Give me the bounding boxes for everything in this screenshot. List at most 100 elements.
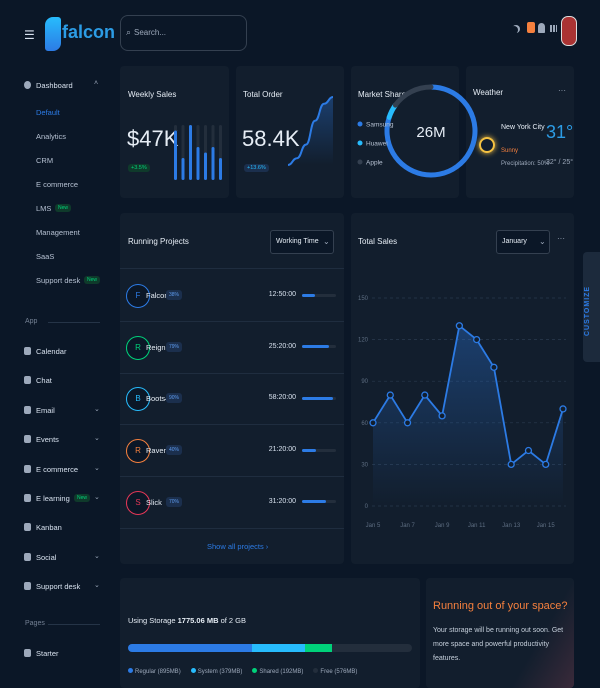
legend-label: System (379MB)	[197, 669, 243, 675]
project-name[interactable]: Reign	[146, 342, 166, 352]
nav-item[interactable]: LMS	[36, 204, 52, 213]
nav-item[interactable]: Calendar	[36, 347, 67, 356]
project-name[interactable]: Boots4	[146, 394, 170, 404]
project-name[interactable]: Falcon	[146, 291, 169, 300]
logo-icon	[45, 17, 61, 51]
card-title: Running Projects	[128, 237, 189, 246]
nav-icon	[24, 552, 31, 561]
nav-badge: New	[74, 494, 91, 502]
storage-segment	[305, 644, 332, 652]
more-button[interactable]: ···	[557, 234, 565, 243]
brand[interactable]: falcon	[62, 22, 116, 42]
card-title: Weekly Sales	[128, 90, 177, 99]
promo-text: Your storage will be running out soon. G…	[433, 627, 564, 662]
city: New York City	[501, 124, 545, 131]
row-divider	[120, 424, 344, 426]
avatar: R	[126, 439, 150, 464]
notification-icon[interactable]	[538, 23, 545, 33]
nav-item[interactable]: Default	[36, 108, 60, 117]
project-time: 21:20:00	[268, 446, 296, 454]
project-name[interactable]: Slick	[146, 497, 162, 507]
nav-item[interactable]: SaaS	[36, 252, 55, 261]
precipitation: Precipitation: 50%	[501, 161, 550, 167]
avatar[interactable]	[561, 16, 577, 46]
nav-item[interactable]: Kanban	[36, 523, 62, 533]
search-box[interactable]: ⌕ Search...	[120, 15, 247, 51]
promo-title: Running out of your space?	[433, 600, 568, 612]
apps-icon[interactable]	[550, 25, 557, 32]
nav-chevron[interactable]: ⌄	[94, 552, 100, 560]
project-time: 31:20:00	[268, 497, 296, 505]
nav-chevron[interactable]: ⌄	[94, 494, 100, 501]
theme-toggle[interactable]	[510, 26, 518, 34]
nav-item[interactable]: Support desk	[36, 276, 81, 285]
legend-item: Free (576MB)	[313, 668, 357, 675]
total-order-card: Total Order 58.4K +13.6%	[236, 66, 344, 198]
nav-item[interactable]: E commerce	[36, 180, 79, 189]
temperature-range: 32° / 25°	[546, 159, 574, 166]
filter-select[interactable]: Working Time ⌄	[270, 230, 334, 254]
storage-segment	[331, 644, 412, 652]
project-time: 12:50:00	[268, 291, 296, 298]
nav-item[interactable]: Starter	[36, 648, 59, 658]
nav-item[interactable]: E commerce	[36, 464, 79, 474]
row-divider	[120, 527, 344, 529]
storage-title: Using Storage	[128, 616, 176, 625]
menu-toggle[interactable]: ☰	[24, 28, 35, 42]
market-share-card: Market Share	[351, 66, 459, 198]
temperature: 31°	[546, 122, 574, 142]
nav-item[interactable]: Events	[36, 435, 59, 445]
filter-label: Working Time	[276, 238, 319, 245]
card-title: Total Sales	[358, 237, 398, 246]
storage-bar	[128, 644, 412, 652]
condition: Sunny	[501, 148, 519, 154]
nav-item[interactable]: CRM	[36, 156, 54, 165]
chevron: ⌄	[539, 237, 546, 246]
nav-item[interactable]: Email	[36, 405, 55, 415]
customize-tab[interactable]: CUSTOMIZE	[583, 252, 600, 362]
nav-group[interactable]: Dashboard	[36, 81, 73, 90]
nav-icon	[24, 435, 31, 444]
nav-item[interactable]: Management	[36, 228, 80, 237]
progress-bar	[302, 500, 326, 504]
nav-chevron[interactable]: ⌄	[94, 435, 100, 443]
filter-select[interactable]: January ⌄	[496, 230, 550, 254]
row-divider	[120, 321, 344, 322]
storage-used: 1775.06 MB	[177, 616, 219, 625]
sun-icon	[479, 137, 495, 153]
project-name[interactable]: Raven	[146, 446, 168, 456]
nav-item[interactable]: Chat	[36, 376, 52, 386]
storage-label: Using Storage 1775.06 MB of 2 GB	[128, 616, 246, 625]
change-badge: +13.6%	[244, 164, 269, 172]
nav-chevron[interactable]: ⌄	[94, 464, 100, 472]
card-title: Total Order	[243, 90, 283, 99]
nav-icon	[24, 347, 31, 355]
nav-item[interactable]: Social	[36, 552, 57, 562]
progress-bar	[302, 396, 333, 400]
cart-icon[interactable]	[527, 22, 535, 33]
show-all-link[interactable]: Show all projects ›	[207, 542, 269, 551]
nav-chevron[interactable]: ⌄	[94, 405, 100, 413]
card-value: 58.4K	[242, 126, 300, 151]
card-title: Weather	[473, 88, 504, 97]
more-button[interactable]: ···	[558, 86, 566, 95]
storage-segment	[252, 644, 306, 652]
nav-item[interactable]: E learning	[36, 494, 70, 503]
storage-legend: Regular (895MB) System (379MB) Shared (192…	[128, 668, 357, 675]
divider	[120, 268, 344, 269]
nav-item[interactable]: Support desk	[36, 582, 81, 592]
search-icon: ⌕	[126, 27, 132, 37]
avatar: B	[126, 387, 150, 412]
section-title: Pages	[25, 619, 45, 627]
section-line	[48, 322, 100, 323]
storage-card: Using Storage 1775.06 MB of 2 GB Regular…	[120, 578, 420, 688]
nav-chevron[interactable]: ⌄	[94, 582, 100, 590]
storage-segment	[128, 644, 253, 652]
nav-chevron[interactable]: ˄	[94, 80, 99, 87]
section-title: App	[25, 318, 38, 325]
nav-item[interactable]: Analytics	[36, 132, 67, 141]
legend-item: Regular (895MB)	[128, 668, 181, 675]
progress-bar	[302, 345, 329, 349]
legend-label: Regular (895MB)	[135, 669, 181, 675]
